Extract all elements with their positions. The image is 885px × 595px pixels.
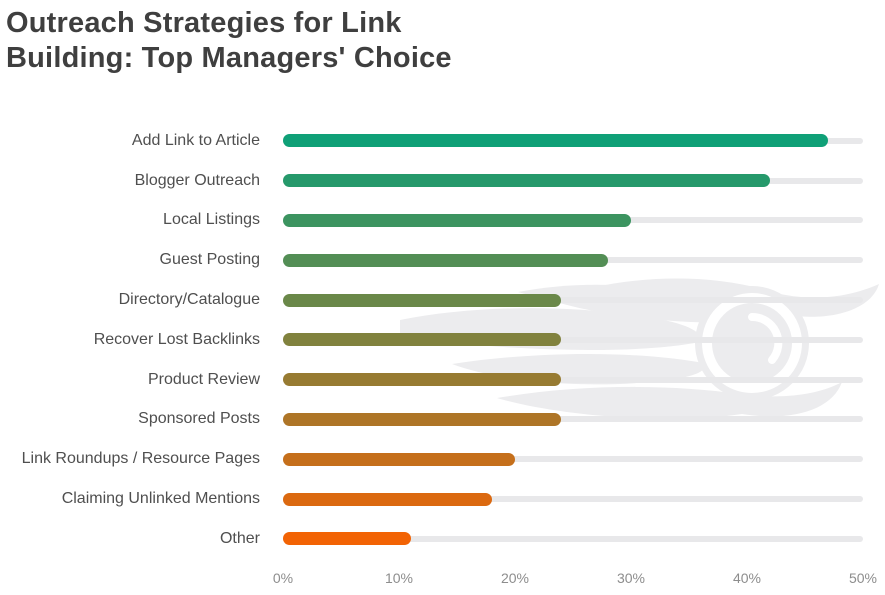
category-label: Blogger Outreach <box>134 171 260 189</box>
bar-track-wrap <box>283 373 863 387</box>
x-axis-tick-label: 20% <box>500 570 530 586</box>
bar-track <box>283 297 863 304</box>
x-axis-tick-label: 30% <box>616 570 646 586</box>
bar-chart: Add Link to Article Blogger Outreach Local… <box>0 121 885 559</box>
category-label: Add Link to Article <box>131 131 260 149</box>
x-axis-tick-label: 0% <box>272 570 294 586</box>
category-label: Guest Posting <box>159 251 261 269</box>
bar-row: Directory/Catalogue <box>0 280 885 320</box>
bar-track-wrap <box>283 213 863 227</box>
category-label: Claiming Unlinked Mentions <box>61 490 260 508</box>
bar-row: Link Roundups / Resource Pages <box>0 439 885 479</box>
bar-track <box>283 535 863 542</box>
bar-row: Other <box>0 519 885 559</box>
bar <box>283 293 562 307</box>
bar-track-wrap <box>283 174 863 188</box>
bar <box>283 213 631 227</box>
bar-row: Blogger Outreach <box>0 161 885 201</box>
x-axis-tick-label: 40% <box>732 570 762 586</box>
bar <box>283 333 562 347</box>
chart-title: Outreach Strategies for Link Building: T… <box>6 6 626 76</box>
bar-track-wrap <box>283 532 863 546</box>
bar-row: Product Review <box>0 360 885 400</box>
category-label: Recover Lost Backlinks <box>93 330 260 348</box>
bar-track <box>283 376 863 383</box>
bar <box>283 373 562 387</box>
bar-track <box>283 336 863 343</box>
category-label: Sponsored Posts <box>138 410 260 428</box>
bar <box>283 492 492 506</box>
bar-row: Sponsored Posts <box>0 400 885 440</box>
x-axis-tick-label: 10% <box>384 570 414 586</box>
bar-row: Guest Posting <box>0 240 885 280</box>
bar-track <box>283 416 863 423</box>
category-label: Link Roundups / Resource Pages <box>21 450 260 468</box>
bar <box>283 134 829 148</box>
category-label: Product Review <box>147 370 260 388</box>
bar-track-wrap <box>283 293 863 307</box>
bar <box>283 532 411 546</box>
category-label: Local Listings <box>163 211 260 229</box>
chart-title-line2: Building: Top Managers' Choice <box>6 42 452 74</box>
bar-track-wrap <box>283 253 863 267</box>
category-label: Other <box>219 529 260 547</box>
bar-track <box>283 496 863 503</box>
bar <box>283 412 562 426</box>
bar <box>283 253 608 267</box>
bar-row: Add Link to Article <box>0 121 885 161</box>
bar-track-wrap <box>283 492 863 506</box>
category-label: Directory/Catalogue <box>118 291 260 309</box>
bar-row: Claiming Unlinked Mentions <box>0 479 885 519</box>
x-axis: 0% 10% 20% 30% 40% 50% <box>0 570 885 590</box>
bar-track-wrap <box>283 412 863 426</box>
bar-track <box>283 456 863 463</box>
bar-row: Recover Lost Backlinks <box>0 320 885 360</box>
bar-row: Local Listings <box>0 201 885 241</box>
bar <box>283 174 771 188</box>
bar-track-wrap <box>283 333 863 347</box>
bar-track-wrap <box>283 452 863 466</box>
bar-track-wrap <box>283 134 863 148</box>
chart-title-line1: Outreach Strategies for Link <box>6 7 402 39</box>
x-axis-tick-label: 50% <box>848 570 878 586</box>
bar <box>283 452 515 466</box>
